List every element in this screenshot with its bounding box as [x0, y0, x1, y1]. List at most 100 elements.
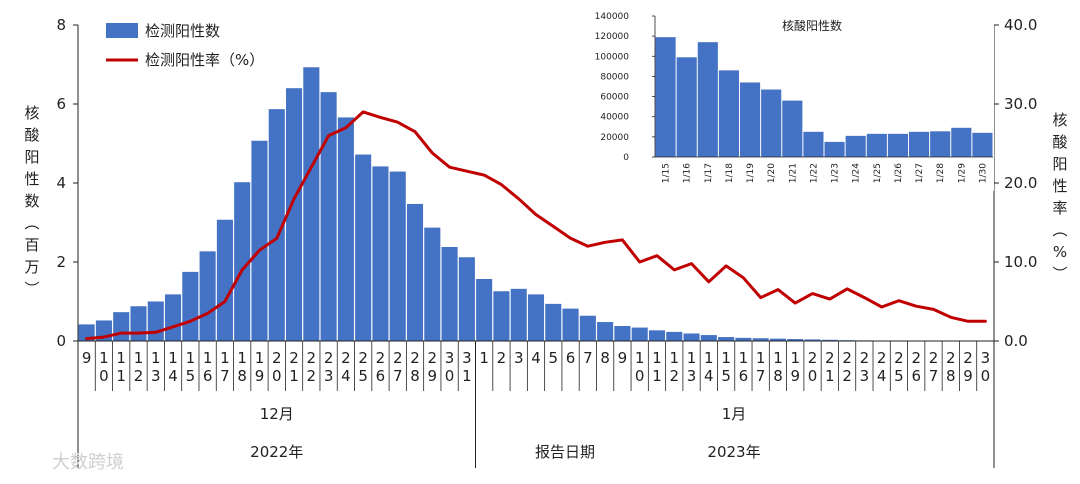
- x-axis-title: 报告日期: [535, 443, 595, 461]
- bar-positive-count: [683, 333, 700, 341]
- inset-title: 核酸阳性数: [782, 18, 842, 33]
- year-label-2023: 2023年: [707, 443, 760, 461]
- inset-y-tick-label: 0: [623, 153, 629, 163]
- inset-bar: [951, 127, 972, 157]
- bar-positive-count: [130, 306, 147, 341]
- bar-positive-count: [821, 339, 838, 341]
- x-tick-label: 4: [531, 349, 541, 367]
- bar-positive-count: [614, 325, 631, 341]
- inset-x-tick-label: 1/30: [978, 163, 988, 183]
- x-tick-label: 3: [514, 349, 524, 367]
- bar-positive-count: [165, 294, 182, 341]
- x-tick-label: 7: [583, 349, 593, 367]
- bar-positive-count: [458, 257, 475, 341]
- right-tick-label: 40.0: [1004, 16, 1037, 34]
- bar-positive-count: [510, 288, 527, 341]
- bar-positive-count: [268, 109, 285, 341]
- bar-positive-count: [545, 303, 562, 341]
- left-tick-label: 2: [56, 253, 66, 271]
- bar-positive-count: [787, 339, 804, 341]
- bar-positive-count: [285, 88, 303, 341]
- bar-positive-count: [700, 335, 717, 341]
- inset-bar: [761, 89, 782, 157]
- bar-positive-count: [666, 331, 683, 341]
- inset-x-tick-label: 1/15: [662, 163, 672, 183]
- bar-positive-count: [527, 294, 545, 341]
- inset-x-tick-label: 1/28: [936, 163, 946, 183]
- bar-positive-count: [441, 246, 458, 341]
- inset-x-tick-label: 1/23: [831, 163, 841, 183]
- bar-positive-count: [337, 117, 354, 342]
- x-tick-label: 2: [497, 349, 507, 367]
- inset-x-tick-label: 1/18: [725, 163, 735, 183]
- inset-x-tick-label: 1/24: [852, 163, 862, 183]
- legend-bar-label: 检测阳性数: [145, 22, 220, 40]
- bar-positive-count: [147, 301, 164, 341]
- inset-y-tick-label: 100000: [595, 52, 630, 62]
- inset-x-tick-label: 1/29: [957, 163, 967, 183]
- inset-bar: [824, 141, 845, 157]
- inset-y-tick-label: 80000: [600, 72, 629, 82]
- month-label-jan: 1月: [722, 405, 747, 423]
- inset-bar: [845, 135, 866, 157]
- inset-bar: [803, 131, 824, 157]
- left-axis-title: 核酸阳性数︵百万︶: [24, 104, 39, 298]
- inset-chart: 核酸阳性数 0 20000 40000 60000 80000 100000 120000 14…: [570, 6, 994, 191]
- bar-positive-count: [216, 219, 233, 341]
- inset-y-tick-label: 60000: [600, 93, 629, 103]
- right-tick-label: 20.0: [1004, 174, 1037, 192]
- bar-positive-count: [199, 251, 216, 341]
- month-label-dec: 12月: [260, 405, 294, 423]
- bar-positive-count: [476, 278, 493, 341]
- inset-x-tick-label: 1/19: [746, 163, 756, 183]
- inset-x-tick-label: 1/27: [915, 163, 925, 183]
- inset-bar: [718, 70, 739, 157]
- inset-y-tick-label: 20000: [600, 133, 629, 143]
- axis-labels: 12月 1月 2022年 2023年 报告日期 核酸阳性数︵百万︶ 核酸阳性率︵% ︶ 大数跨境: [24, 104, 1067, 473]
- bar-positive-count: [303, 67, 320, 341]
- left-tick-label: 8: [56, 16, 66, 34]
- bar-positive-count: [752, 338, 769, 341]
- bar-positive-count: [579, 315, 596, 341]
- inset-bar: [972, 132, 993, 157]
- inset-x-tick-label: 1/26: [894, 163, 904, 183]
- inset-background: [570, 6, 994, 191]
- inset-x-tick-label: 1/17: [704, 163, 714, 183]
- x-tick-label: 6: [566, 349, 576, 367]
- left-tick-label: 6: [56, 95, 66, 113]
- bar-positive-count: [493, 291, 510, 341]
- bar-positive-count: [113, 312, 130, 341]
- right-axis-title: 核酸阳性率︵% ︶: [1052, 111, 1067, 283]
- bar-positive-count: [718, 337, 735, 341]
- rate-line: [85, 110, 987, 341]
- inset-x-tick-label: 1/25: [873, 163, 883, 183]
- bar-positive-count: [251, 140, 268, 341]
